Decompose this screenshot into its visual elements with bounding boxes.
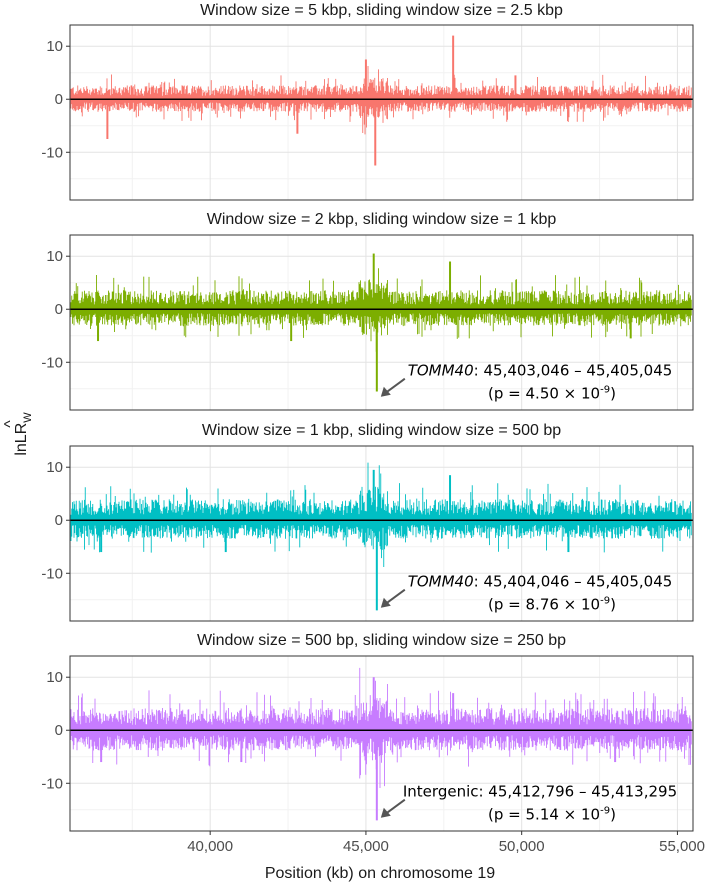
panels: Window size = 5 kbp, sliding window size… [41, 2, 694, 832]
y-tick-label: 0 [55, 512, 63, 529]
x-axis: 40,000 45,000 50,000 55,000 [187, 831, 705, 855]
arrow-head [380, 386, 391, 397]
panel-4: Window size = 500 bp, sliding window siz… [41, 632, 694, 832]
x-tick-label: 45,000 [343, 838, 389, 855]
annotation-p-close: ) [610, 806, 616, 824]
panel-title: Window size = 5 kbp, sliding window size… [200, 2, 563, 19]
y-tick-label: -10 [41, 144, 63, 161]
annotation-p-exp: -9 [600, 596, 610, 607]
y-axis-title-main: lnLR [13, 423, 30, 456]
y-tick-label: 0 [55, 301, 63, 318]
annotation-pvalue: (p = 8.76 × 10-9) [488, 596, 616, 614]
y-tick-label: 10 [46, 669, 63, 686]
annotation-range: Intergenic: 45,412,796 – 45,413,295 [403, 783, 677, 801]
annotation-line1: TOMM40: 45,404,046 – 45,405,045 [408, 573, 673, 591]
annotation-p-text: (p = 4.50 × 10 [488, 385, 600, 403]
bars [70, 667, 692, 788]
y-tick-label: -10 [41, 775, 63, 792]
x-tick-label: 50,000 [499, 838, 545, 855]
annotation-arrow [385, 588, 406, 605]
y-tick-label: -10 [41, 565, 63, 582]
panel-3: Window size = 1 kbp, sliding window size… [41, 422, 694, 622]
annotation-p-exp: -9 [600, 806, 610, 817]
y-axis-title-sub: W [22, 412, 34, 423]
annotation-arrow [385, 377, 406, 394]
panel-border [69, 234, 694, 411]
annotation-pvalue: (p = 4.50 × 10-9) [488, 385, 616, 403]
annotation-range: : 45,403,046 – 45,405,045 [474, 362, 673, 380]
panel-border [69, 24, 694, 201]
annotation-gene: TOMM40 [408, 362, 474, 380]
panel-border [69, 655, 694, 832]
annotation-p-exp: -9 [600, 385, 610, 396]
annotation-p-close: ) [610, 385, 616, 403]
panel-title: Window size = 1 kbp, sliding window size… [202, 422, 561, 439]
annotation-range: : 45,404,046 – 45,405,045 [474, 573, 673, 591]
y-tick-label: 0 [55, 722, 63, 739]
y-axis-title-text: lnLRW [13, 412, 34, 456]
y-axis-title-hat: ^ [2, 420, 19, 428]
arrow-head [380, 597, 391, 608]
y-tick-label: 10 [46, 38, 63, 55]
panel-title: Window size = 2 kbp, sliding window size… [207, 211, 557, 228]
y-tick-label: -10 [41, 354, 63, 371]
annotation-arrow [385, 798, 406, 815]
x-axis-title: Position (kb) on chromosome 19 [265, 865, 495, 882]
annotation-p-text: (p = 5.14 × 10 [488, 806, 600, 824]
panel-1: Window size = 5 kbp, sliding window size… [41, 2, 694, 201]
annotation-p-text: (p = 8.76 × 10 [488, 596, 600, 614]
annotation-gene: TOMM40 [408, 573, 474, 591]
arrow-head [380, 807, 391, 818]
bars [70, 66, 692, 135]
annotation-pvalue: (p = 5.14 × 10-9) [488, 806, 616, 824]
bars [70, 462, 692, 573]
annotation-line1: TOMM40: 45,403,046 – 45,405,045 [408, 362, 673, 380]
y-tick-label: 10 [46, 459, 63, 476]
annotation-p-close: ) [610, 596, 616, 614]
x-tick-label: 55,000 [659, 838, 705, 855]
annotation-line1: Intergenic: 45,412,796 – 45,413,295 [403, 783, 677, 801]
panel-2: Window size = 2 kbp, sliding window size… [41, 211, 694, 411]
panel-border [69, 445, 694, 622]
y-tick-label: 0 [55, 91, 63, 108]
y-axis-title: lnLRW ^ [2, 412, 34, 456]
x-tick-label: 40,000 [187, 838, 233, 855]
panel-title: Window size = 500 bp, sliding window siz… [197, 632, 566, 649]
y-tick-label: 10 [46, 248, 63, 265]
